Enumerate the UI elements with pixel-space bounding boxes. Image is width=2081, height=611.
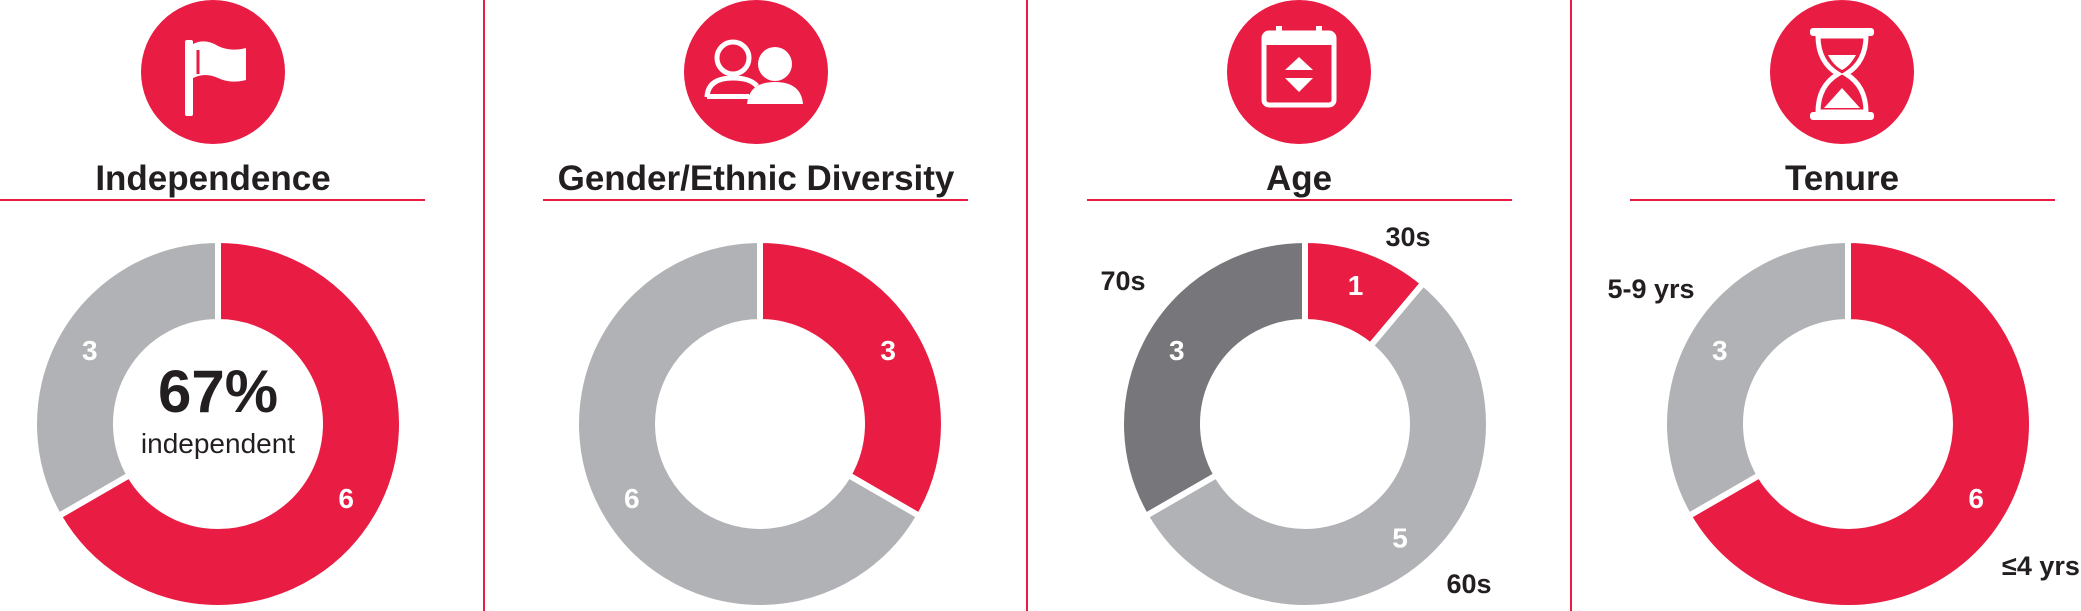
donut-slice <box>757 236 947 521</box>
donut-chart: 1 5 3 <box>1118 236 1492 611</box>
donut-chart: 63 <box>31 236 405 611</box>
calendar-icon <box>1261 26 1337 108</box>
donut-slice <box>31 236 221 521</box>
slice-value-label: 6 <box>338 483 354 514</box>
slice-value-label: 3 <box>880 335 896 366</box>
slice-value-label: 1 <box>1348 270 1364 301</box>
donut-chart: 63 <box>1661 236 2035 611</box>
donut-chart: 36 <box>573 236 947 611</box>
icon-circle <box>684 0 828 144</box>
slice-category-label-under-4-yrs: ≤4 yrs <box>2002 551 2080 581</box>
slice-value-label: 3 <box>1712 335 1728 366</box>
chart-title: Independence <box>95 159 330 198</box>
slice-value-label: 3 <box>1169 335 1185 366</box>
slice-value-label: 6 <box>624 483 640 514</box>
slice-value-label: 6 <box>1968 483 1984 514</box>
panel-independence: Independence 63 67% independent <box>0 0 425 611</box>
chart-title: Tenure <box>1785 159 1899 198</box>
icon-circle <box>1770 0 1914 144</box>
panel-gender-ethnic-diversity: Gender/Ethnic Diversity 36 <box>543 0 968 611</box>
chart-title: Gender/Ethnic Diversity <box>558 159 955 198</box>
slice-category-label-60s: 60s <box>1446 569 1491 599</box>
donut-slice <box>1118 236 1308 521</box>
slice-category-label-70s: 70s <box>1100 266 1145 296</box>
slice-value-label: 5 <box>1392 522 1408 553</box>
slice-value-label: 3 <box>82 335 98 366</box>
hourglass-icon <box>1810 28 1874 120</box>
panel-dividers <box>483 0 1572 611</box>
center-text: independent <box>141 428 295 459</box>
panel-age: Age 1 5 3 30s 60s 70s <box>1087 0 1512 611</box>
panel-tenure: Tenure 63 ≤4 yrs 5-9 yrs <box>1607 0 2080 611</box>
people-icon <box>704 39 803 104</box>
donut-slice <box>573 236 924 611</box>
center-value: 67% <box>158 358 278 425</box>
slice-category-label-30s: 30s <box>1385 222 1430 252</box>
icon-circle <box>1227 0 1371 144</box>
donut-slice <box>1684 236 2035 611</box>
chart-title: Age <box>1266 159 1332 198</box>
donut-slice <box>54 236 405 611</box>
donut-slice <box>1661 236 1851 521</box>
flag-icon <box>185 40 246 116</box>
slice-category-label-5-9-yrs: 5-9 yrs <box>1607 274 1694 304</box>
donut-slice <box>1141 278 1492 611</box>
